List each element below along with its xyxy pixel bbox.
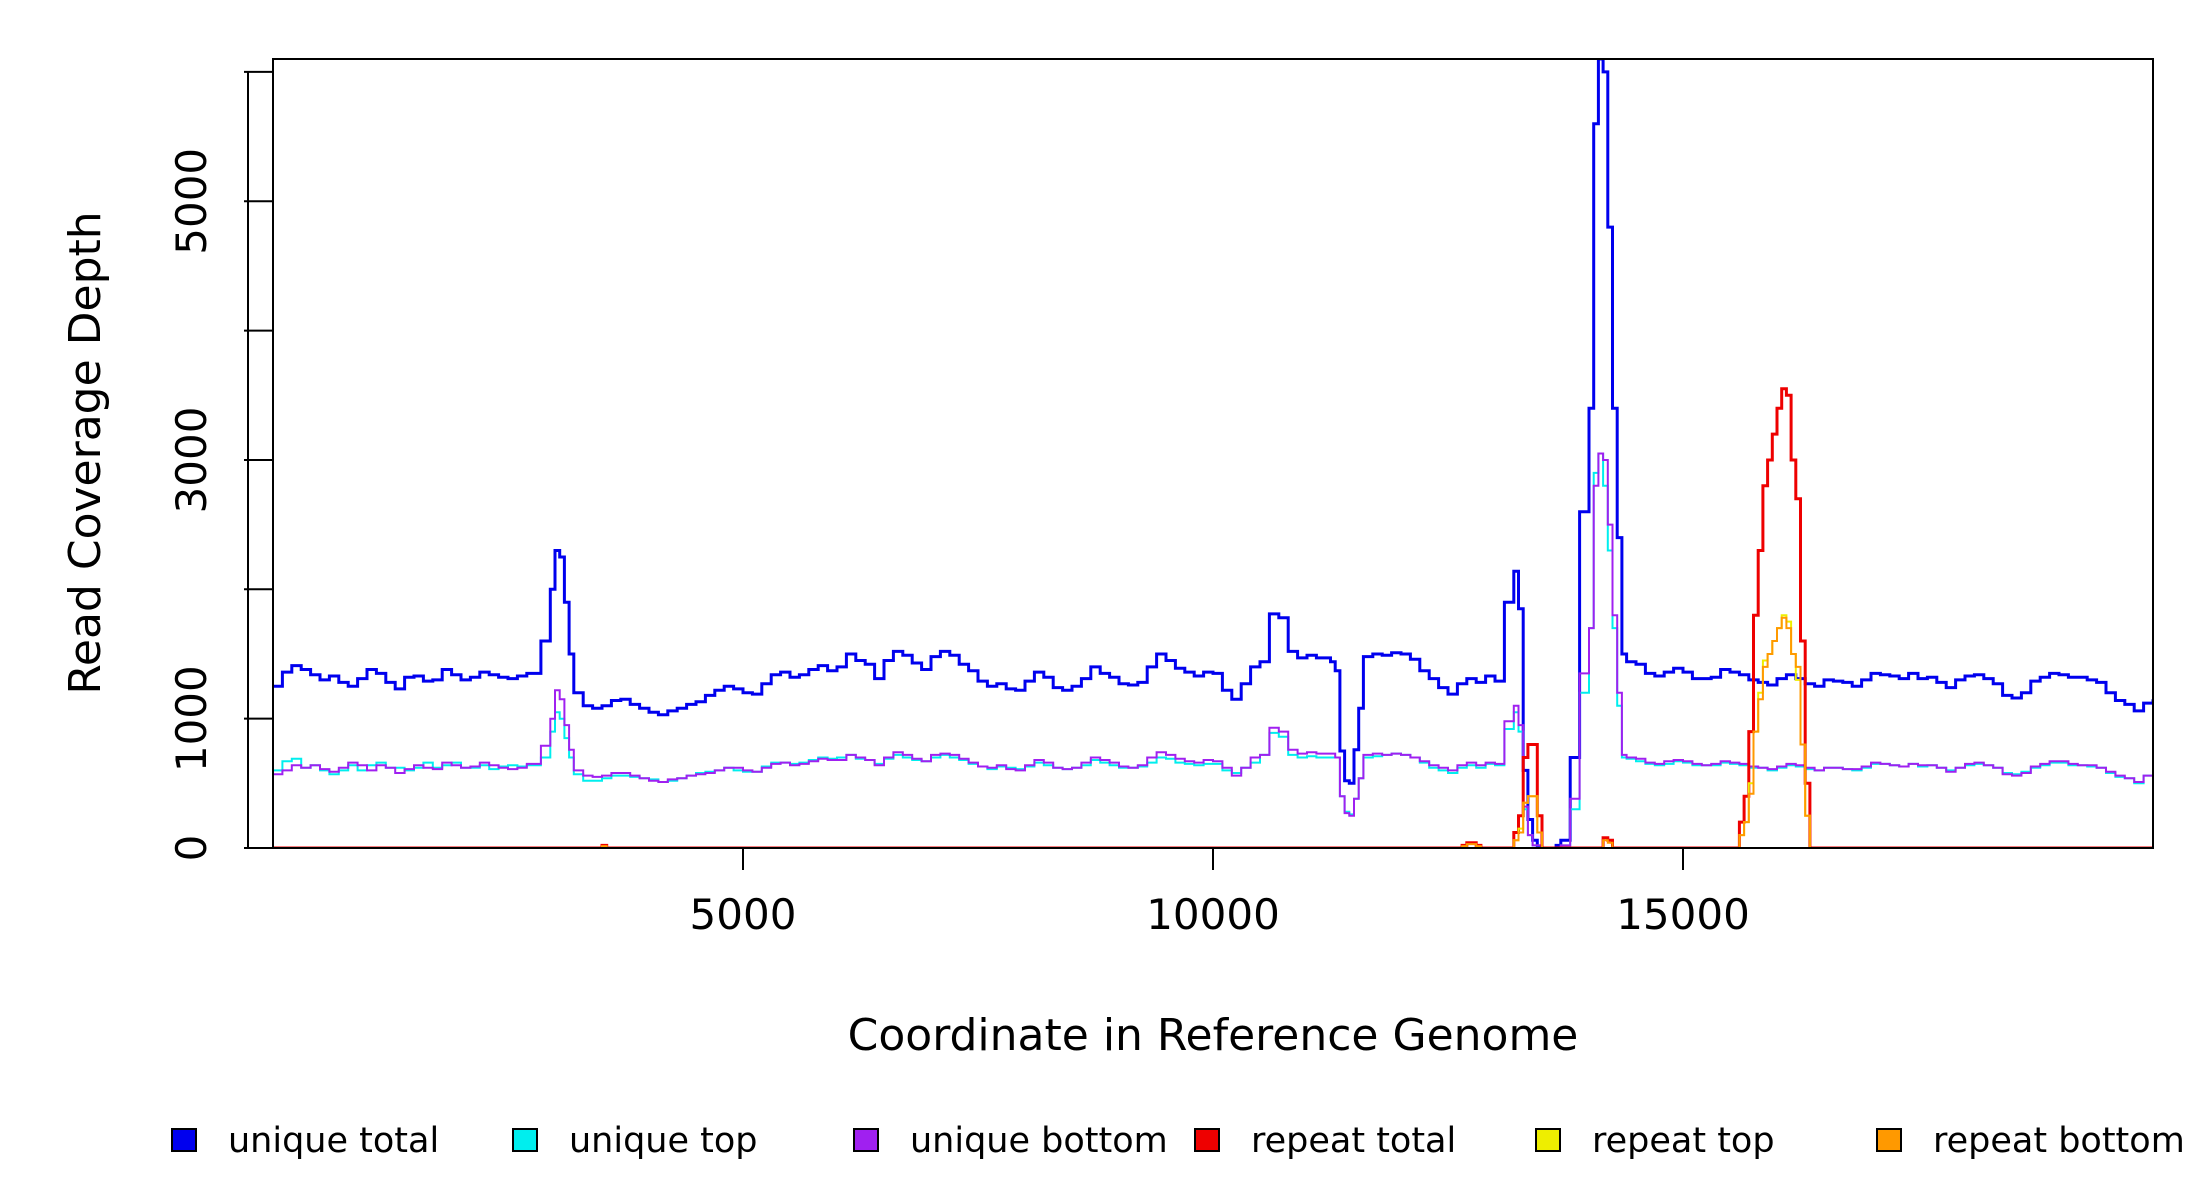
legend-label: unique bottom bbox=[910, 1121, 1168, 1161]
x-axis: 5000 10000 15000 bbox=[690, 848, 1750, 939]
legend-swatch bbox=[853, 1128, 879, 1152]
legend-item-unique-top: unique top bbox=[512, 1121, 758, 1161]
y-axis-label: Read Coverage Depth bbox=[60, 211, 111, 694]
legend-item-unique-total: unique total bbox=[171, 1121, 439, 1161]
legend-swatch bbox=[171, 1128, 197, 1152]
x-axis-label: Coordinate in Reference Genome bbox=[848, 1010, 1579, 1061]
y-tick-label: 0 bbox=[167, 835, 216, 862]
legend-swatch bbox=[512, 1128, 538, 1152]
legend-item-repeat-bottom: repeat bottom bbox=[1876, 1121, 2185, 1161]
legend-label: unique total bbox=[228, 1121, 439, 1161]
legend-label: repeat total bbox=[1251, 1121, 1456, 1161]
legend-item-repeat-top: repeat top bbox=[1535, 1121, 1775, 1161]
y-tick-label: 5000 bbox=[167, 148, 216, 255]
legend-swatch bbox=[1194, 1128, 1220, 1152]
legend-label: repeat bottom bbox=[1933, 1121, 2185, 1161]
series-line-repeat-bottom bbox=[273, 616, 2153, 848]
legend-swatch bbox=[1876, 1128, 1902, 1152]
legend-item-unique-bottom: unique bottom bbox=[853, 1121, 1168, 1161]
legend-label: unique top bbox=[569, 1121, 758, 1161]
series-layer bbox=[273, 59, 2153, 848]
y-tick-label: 1000 bbox=[167, 665, 216, 772]
x-tick-label: 10000 bbox=[1146, 890, 1280, 939]
y-tick-label: 3000 bbox=[167, 407, 216, 514]
y-axis: 0 1000 3000 5000 bbox=[167, 70, 273, 862]
series-line-unique-total bbox=[273, 59, 2153, 848]
legend-swatch bbox=[1535, 1128, 1561, 1152]
legend-item-repeat-total: repeat total bbox=[1194, 1121, 1456, 1161]
series-line-unique-bottom bbox=[273, 452, 2153, 848]
legend: unique total unique top unique bottom repea… bbox=[171, 1121, 2185, 1161]
x-tick-label: 15000 bbox=[1616, 890, 1750, 939]
legend-label: repeat top bbox=[1592, 1121, 1775, 1161]
x-tick-label: 5000 bbox=[690, 890, 797, 939]
